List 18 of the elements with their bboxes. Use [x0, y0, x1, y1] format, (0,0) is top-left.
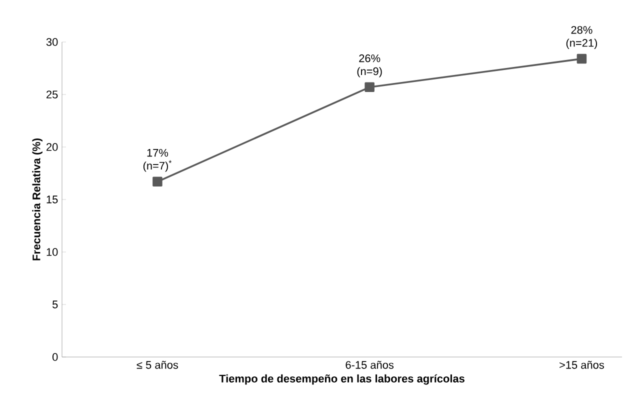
- x-tick-label: ≤ 5 años: [136, 360, 178, 369]
- y-tick-label: 0: [52, 353, 58, 361]
- point: [576, 54, 587, 64]
- x-axis-title: Tiempo de desempeño en las labores agrícolas: [219, 374, 464, 385]
- y-tick-label: 15: [46, 196, 58, 204]
- y-tick-label: 20: [46, 143, 58, 151]
- y-tick-label: 30: [46, 38, 58, 46]
- data-label: 17% (n=7)$^{*}$: [143, 148, 172, 172]
- data-label: 28% (n=21): [566, 26, 598, 49]
- y-tick-label: 10: [46, 248, 58, 256]
- x-tick-label: 6-15 años: [346, 360, 394, 369]
- point: [364, 82, 374, 92]
- y-tick-label: 5: [52, 300, 58, 308]
- x-tick-label: >15 años: [560, 360, 604, 369]
- y-tick-label: 25: [46, 90, 58, 98]
- data-label: 26% (n=9): [357, 54, 382, 78]
- y-axis-title: Frecuencia Relativa (%): [32, 138, 42, 260]
- point: [152, 176, 162, 187]
